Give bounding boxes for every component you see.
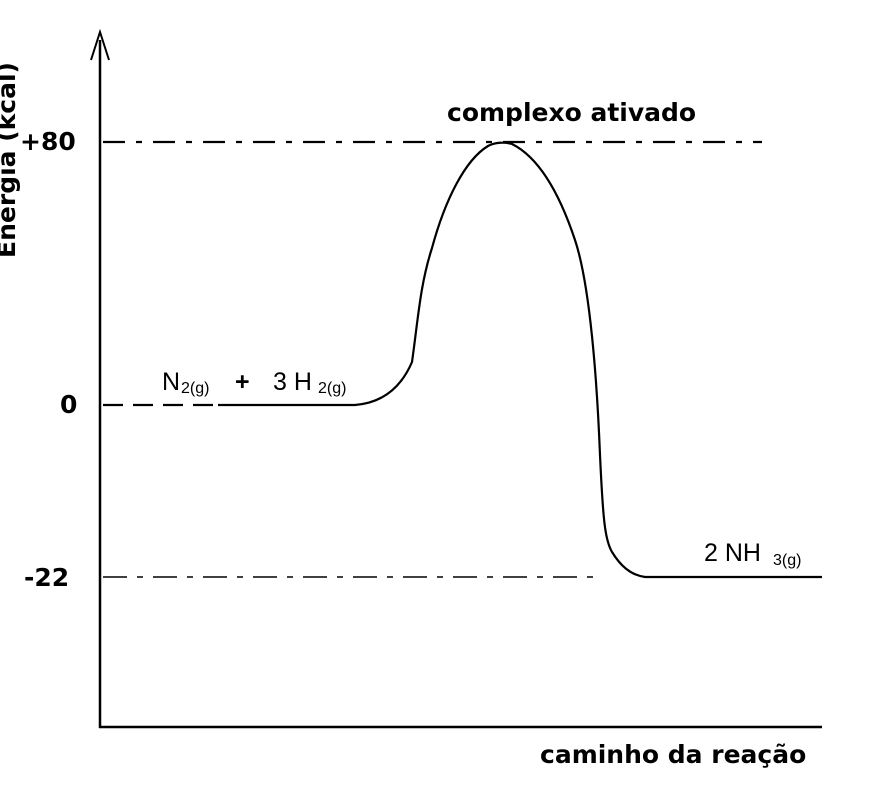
x-axis-label: caminho da reação [540,740,806,769]
reactant-plus-sign: + [235,368,250,396]
products-label: 2 NH 3(g) [704,539,801,569]
tick-label-zero: 0 [60,390,77,419]
activated-complex-label: complexo ativado [447,98,696,127]
product-subscript: 3(g) [773,552,801,569]
reactant-n-subscript: 2(g) [181,380,209,397]
product-symbol: 2 NH [704,539,761,567]
tick-label-plus80: +80 [20,127,76,156]
reactant-n-symbol: N [162,368,180,396]
tick-label-minus22: -22 [24,563,69,592]
reactant-h-subscript: 2(g) [318,380,346,397]
reactant-h-symbol: 3 H [273,368,312,396]
energy-curve [218,141,822,579]
y-axis-arrowhead [90,28,110,61]
reactants-label: N 2(g) + 3 H 2(g) [162,368,346,397]
y-axis-label: Energia (kcal) [0,62,21,258]
